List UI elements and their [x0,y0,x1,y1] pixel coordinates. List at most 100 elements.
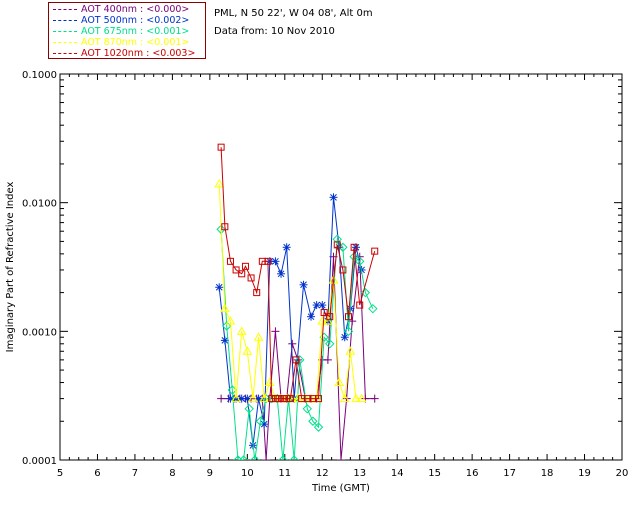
data-point [350,243,358,251]
data-point [247,274,255,282]
data-point [236,326,247,335]
data-point [288,339,297,348]
data-point [242,346,253,355]
data-point [323,355,332,364]
data-point [222,321,232,331]
legend-entry-675nm: AOT 675nm : <0.001> [49,26,205,37]
data-point [232,266,240,274]
data-point [351,393,361,403]
data-point [337,456,345,460]
data-point [329,193,338,202]
data-point [317,316,328,325]
data-point [356,301,364,309]
x-tick-label: 7 [132,468,138,479]
data-point [264,257,272,265]
data-point [370,394,379,403]
data-point [333,241,341,249]
data-point [259,393,270,403]
legend-swatch-870nm [53,42,77,43]
data-point [368,303,378,314]
x-axis-label: Time (GMT) [311,483,370,494]
data-point [226,257,234,265]
data-point [231,393,241,403]
data-point [238,270,246,278]
data-point [264,377,275,387]
data-point [268,395,276,403]
data-point [360,287,371,298]
series-1 [215,193,366,450]
y-tick-label: 0.1000 [22,70,57,81]
legend-swatch-1020nm [53,53,77,54]
legend-label-400nm: AOT 400nm : <0.000> [81,4,190,15]
legend-entry-870nm: AOT 870nm : <0.001> [49,37,205,48]
data-point [345,346,356,355]
data-point [271,327,280,336]
x-tick-label: 18 [541,468,554,479]
data-point [302,404,312,414]
x-tick-label: 17 [503,468,516,479]
data-point [271,395,279,403]
legend-label-1020nm: AOT 1020nm : <0.003> [81,48,196,59]
data-point [278,455,288,460]
data-point [332,234,342,244]
data-point [217,394,226,403]
y-tick-label: 0.0010 [22,327,57,338]
data-point [355,256,365,267]
data-point [255,416,266,426]
data-point [215,283,224,292]
data-point [283,395,291,403]
x-tick-label: 14 [391,468,404,479]
data-point [356,393,367,403]
data-point [214,178,225,188]
x-tick-label: 12 [316,468,329,479]
data-point [250,455,260,460]
x-tick-label: 9 [207,468,213,479]
data-point [320,309,328,317]
data-point [313,422,324,432]
series-line [220,147,376,400]
data-point [339,266,347,274]
legend-entry-1020nm: AOT 1020nm : <0.003> [49,48,205,59]
series-4 [217,143,379,403]
data-point [277,269,286,278]
data-point [286,395,294,403]
legend-entry-400nm: AOT 400nm : <0.000> [49,4,205,15]
data-point [253,289,261,297]
series-line [218,197,363,446]
data-point [308,416,318,426]
data-point [299,280,308,289]
legend-label-870nm: AOT 870nm : <0.001> [81,37,190,48]
legend-label-500nm: AOT 500nm : <0.002> [81,15,190,26]
data-point [315,395,323,403]
data-point [225,316,236,325]
data-point [289,455,299,460]
legend: AOT 400nm : <0.000> AOT 500nm : <0.002> … [48,2,206,59]
data-point [349,252,359,262]
legend-swatch-500nm [53,20,77,21]
data-point [244,404,254,414]
data-point [318,301,327,310]
x-tick-label: 10 [241,468,254,479]
series-3 [214,178,367,403]
data-point [217,143,225,151]
x-tick-label: 6 [94,468,100,479]
data-point [339,393,350,403]
data-point [326,313,334,321]
data-point [323,316,333,325]
data-point [262,456,271,460]
data-point [344,313,352,321]
legend-swatch-400nm [53,9,77,10]
x-tick-label: 16 [466,468,479,479]
y-tick-label: 0.0100 [22,199,57,210]
x-tick-label: 15 [428,468,441,479]
legend-entry-500nm: AOT 500nm : <0.002> [49,15,205,26]
data-point [371,247,379,255]
data-point [295,355,305,365]
data-point [334,377,344,387]
legend-swatch-675nm [53,31,77,32]
data-point [275,395,283,403]
data-point [279,395,287,403]
axis-ticks: 5 6 7 8 9 10 11 12 13 14 15 16 17 18 19 20 0.0001 0.0010 0… [22,70,628,479]
location-text: PML, N 50 22', W 04 08', Alt 0m [214,8,373,19]
